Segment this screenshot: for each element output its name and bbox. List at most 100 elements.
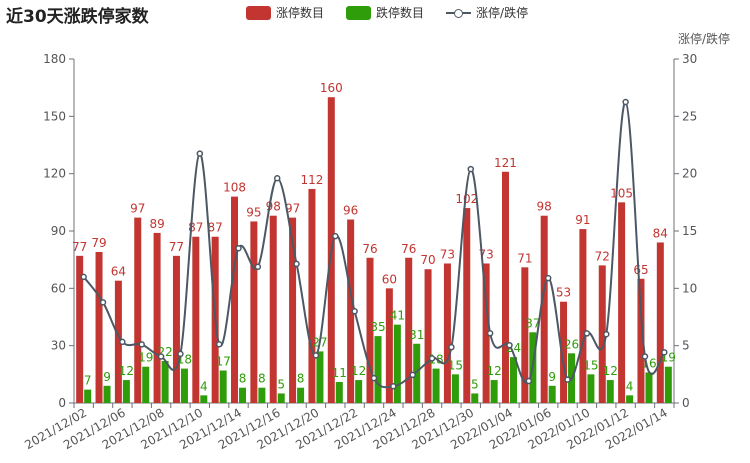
bar-down-label: 15	[583, 358, 598, 372]
y-tick-label-left: 30	[51, 339, 66, 353]
ratio-point	[564, 376, 571, 383]
bar-up	[95, 252, 103, 403]
ratio-point	[525, 377, 533, 385]
legend-label-up: 涨停数目	[276, 6, 325, 20]
bar-down-label: 5	[471, 377, 479, 391]
bar-up-label: 102	[455, 192, 478, 206]
bar-down	[432, 368, 440, 403]
chart-title: 近30天涨跌停家数	[6, 7, 149, 27]
bar-up-label: 112	[300, 173, 323, 187]
bar-up	[424, 269, 432, 403]
bar-up	[405, 257, 413, 403]
bar-up	[598, 265, 606, 403]
bar-up	[134, 217, 142, 403]
bar-up	[618, 202, 626, 403]
legend-item-up[interactable]: 涨停数目	[246, 4, 324, 21]
y-tick-label-right: 30	[682, 52, 697, 66]
ratio-point	[235, 244, 242, 252]
bar-up-label: 73	[440, 247, 455, 261]
bar-down-label: 11	[332, 366, 347, 380]
bar-down-label: 8	[297, 372, 305, 386]
legend-swatch-ratio	[446, 6, 472, 20]
ratio-point	[119, 338, 126, 346]
bar-down-label: 26	[564, 337, 579, 351]
bar-down	[122, 380, 130, 403]
bar-up	[114, 280, 122, 403]
legend-item-down[interactable]: 跌停数目	[346, 4, 424, 21]
bar-up	[560, 301, 568, 403]
bar-up-label: 53	[556, 286, 571, 300]
bar-down	[219, 370, 227, 403]
bar-up	[269, 215, 277, 403]
y2-axis-label: 涨停/跌停	[678, 31, 730, 46]
ratio-point	[254, 263, 262, 271]
ratio-point	[273, 175, 281, 182]
y-tick-label-left: 0	[58, 396, 66, 410]
bar-up	[540, 215, 548, 403]
bar-down	[374, 336, 382, 403]
y-tick-label-left: 180	[43, 52, 66, 66]
bar-down	[355, 380, 363, 403]
legend[interactable]: 涨停数目 跌停数目 涨停/跌停	[246, 4, 528, 21]
ratio-point	[641, 353, 649, 360]
bar-down-label: 12	[486, 364, 501, 378]
bar-up-label: 91	[575, 213, 590, 227]
bar-down	[393, 324, 401, 403]
bar-down	[451, 374, 459, 403]
bar-up-label: 60	[382, 272, 397, 286]
ratio-point	[370, 374, 378, 382]
bar-up	[347, 219, 355, 403]
bar-up-label: 77	[72, 240, 87, 254]
ratio-point	[215, 341, 223, 348]
ratio-point	[138, 341, 145, 348]
bar-down	[316, 351, 324, 403]
bar-down	[103, 385, 111, 403]
bar-down	[509, 357, 517, 403]
bar-up	[153, 232, 161, 403]
bar-up	[308, 188, 316, 403]
ratio-point	[603, 330, 610, 338]
bar-down	[626, 395, 634, 403]
ratio-point	[622, 98, 629, 106]
y-tick-label-right: 10	[682, 281, 697, 295]
bar-up-label: 76	[401, 242, 416, 256]
ratio-point	[293, 260, 300, 268]
y-tick-label-right: 25	[682, 109, 697, 123]
ratio-point	[448, 343, 455, 351]
y-tick-label-right: 15	[682, 224, 697, 238]
bar-up-label: 70	[420, 253, 435, 267]
bar-down	[161, 360, 169, 403]
ratio-point	[177, 350, 184, 358]
y-tick-label-right: 0	[682, 396, 690, 410]
y-tick-label-right: 5	[682, 339, 690, 353]
bar-down	[471, 393, 479, 403]
bar-down	[258, 387, 266, 403]
bar-down-label: 9	[548, 370, 556, 384]
y-tick-label-left: 90	[51, 224, 66, 238]
bar-up-label: 76	[362, 242, 377, 256]
bar-down-label: 35	[370, 320, 385, 334]
ratio-point	[332, 232, 339, 240]
bar-down-label: 7	[84, 374, 92, 388]
legend-label-ratio: 涨停/跌停	[476, 6, 529, 20]
bar-down	[297, 387, 305, 403]
bar-up-label: 97	[285, 202, 300, 216]
bar-up-label: 84	[653, 226, 668, 240]
bar-up	[656, 242, 664, 403]
ratio-point	[351, 308, 358, 315]
ratio-point	[99, 299, 107, 306]
bar-up-label: 72	[595, 249, 610, 263]
bar-up-label: 160	[320, 81, 343, 95]
y-tick-label-left: 120	[43, 167, 66, 181]
bar-up-label: 65	[633, 263, 648, 277]
bar-down	[180, 368, 188, 403]
bar-up	[76, 255, 84, 403]
bar-down	[413, 343, 421, 403]
bar-up	[385, 288, 393, 403]
bar-up-label: 89	[149, 217, 164, 231]
bar-up	[250, 221, 258, 403]
y-tick-label-left: 60	[51, 281, 66, 295]
bar-down	[142, 366, 150, 403]
legend-item-ratio[interactable]: 涨停/跌停	[446, 4, 528, 21]
bar-down-label: 19	[138, 351, 153, 365]
